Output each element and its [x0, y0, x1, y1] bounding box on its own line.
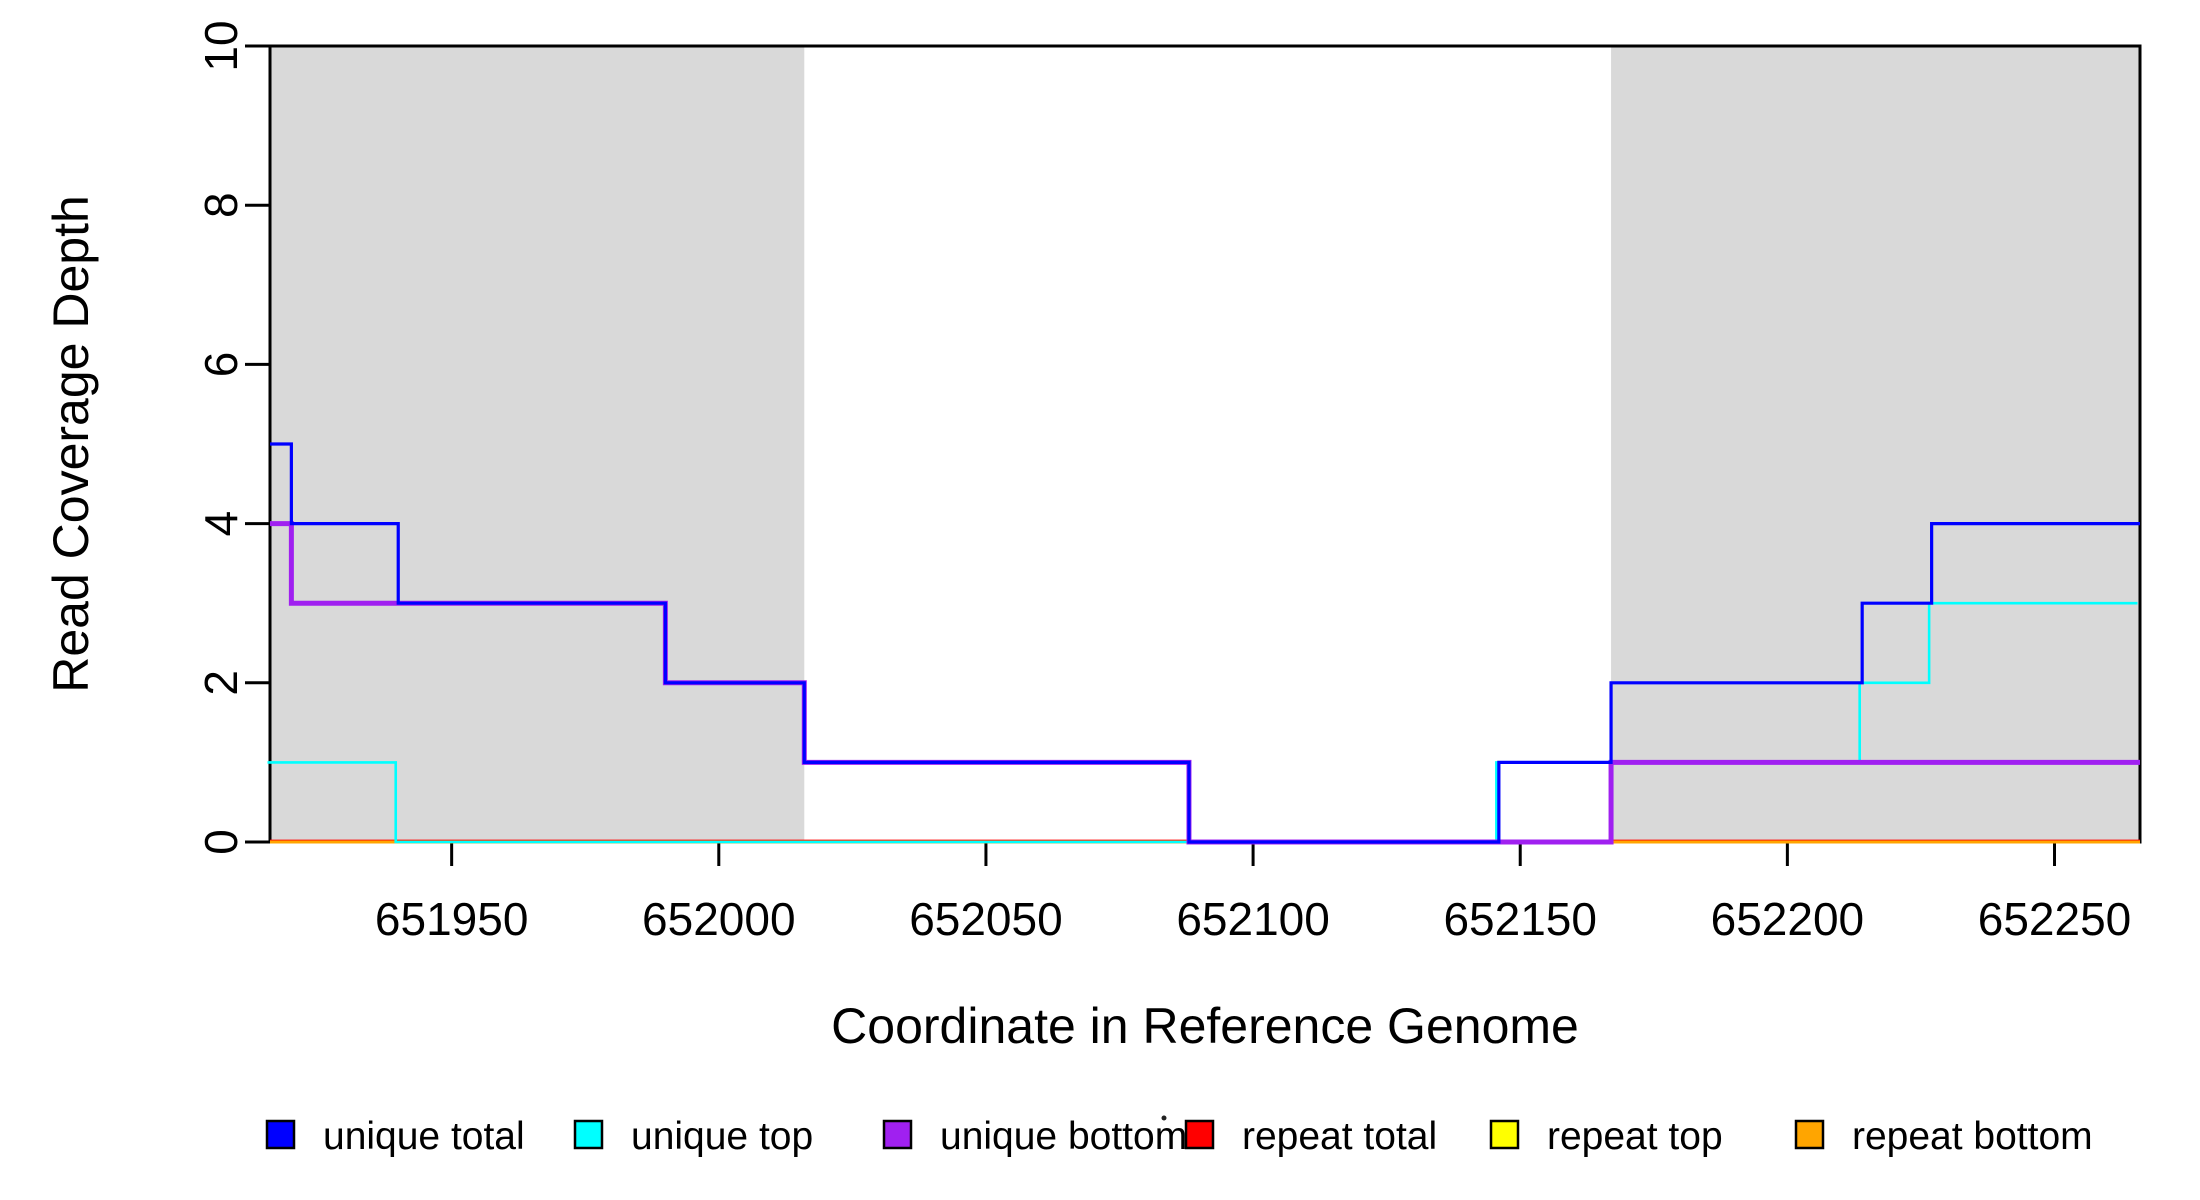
legend-item-unique-top: unique top: [573, 1115, 813, 1158]
x-tick-label: 652200: [1711, 893, 1865, 945]
x-tick-label: 652250: [1978, 893, 2132, 945]
legend-label-repeat-bottom: repeat bottom: [1852, 1115, 2093, 1158]
y-tick-label: 6: [195, 352, 247, 378]
repeat-region-shading-layer: [270, 46, 2140, 842]
legend-swatch-repeat-bottom: [1794, 1119, 1825, 1150]
x-tick-label: 652050: [909, 893, 1063, 945]
y-tick-label: 4: [195, 511, 247, 537]
legend-item-unique-total: unique total: [265, 1115, 525, 1158]
legend-swatch-unique-total: [265, 1119, 296, 1150]
x-tick-label: 652000: [642, 893, 796, 945]
y-tick-label: 2: [195, 670, 247, 696]
legend-swatch-repeat-top: [1489, 1119, 1520, 1150]
legend-item-unique-bottom: unique bottom: [882, 1115, 1187, 1158]
legend-swatch-unique-top: [573, 1119, 604, 1150]
legend: unique total unique top unique bottom repea…: [265, 1115, 2093, 1158]
x-tick-label: 652150: [1443, 893, 1597, 945]
legend-swatch-repeat-total: [1184, 1119, 1215, 1150]
axes-layer: 651950 652000 652050 652100 652150 652200 6522…: [195, 20, 2142, 945]
repeat-region-2: [1611, 46, 2140, 842]
legend-label-unique-top: unique top: [631, 1115, 813, 1158]
y-tick-label: 0: [195, 829, 247, 855]
stray-dot: [1161, 1115, 1167, 1121]
legend-label-repeat-total: repeat total: [1242, 1115, 1437, 1158]
y-tick-label: 8: [195, 192, 247, 218]
x-axis-title: Coordinate in Reference Genome: [831, 998, 1579, 1054]
y-axis-title: Read Coverage Depth: [43, 195, 99, 693]
x-tick-label: 652100: [1176, 893, 1330, 945]
legend-label-unique-bottom: unique bottom: [940, 1115, 1187, 1158]
legend-item-repeat-total: repeat total: [1184, 1115, 1437, 1158]
series-lines-layer: [267, 442, 2140, 845]
repeat-region-1: [270, 46, 805, 842]
x-tick-label: 651950: [375, 893, 529, 945]
legend-label-repeat-top: repeat top: [1547, 1115, 1723, 1158]
legend-item-repeat-top: repeat top: [1489, 1115, 1723, 1158]
legend-label-unique-total: unique total: [323, 1115, 525, 1158]
legend-item-repeat-bottom: repeat bottom: [1794, 1115, 2093, 1158]
series-line-unique-total: [270, 442, 2140, 844]
legend-swatch-unique-bottom: [882, 1119, 913, 1150]
y-tick-label: 10: [195, 20, 247, 71]
